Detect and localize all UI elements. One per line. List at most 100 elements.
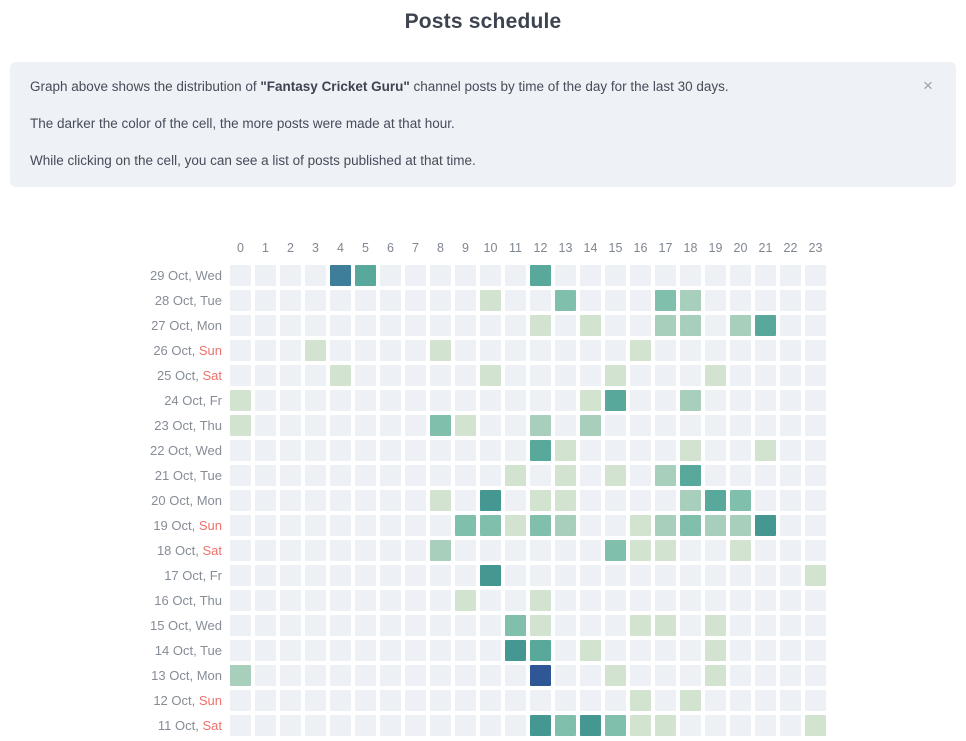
heatmap-cell[interactable]: [430, 365, 451, 386]
heatmap-cell[interactable]: [655, 315, 676, 336]
heatmap-cell[interactable]: [605, 390, 626, 411]
heatmap-cell[interactable]: [305, 415, 326, 436]
heatmap-cell[interactable]: [680, 615, 701, 636]
heatmap-cell[interactable]: [680, 590, 701, 611]
heatmap-cell[interactable]: [605, 690, 626, 711]
heatmap-cell[interactable]: [580, 515, 601, 536]
heatmap-cell[interactable]: [705, 715, 726, 736]
heatmap-cell[interactable]: [705, 440, 726, 461]
heatmap-cell[interactable]: [455, 590, 476, 611]
heatmap-cell[interactable]: [230, 390, 251, 411]
heatmap-cell[interactable]: [755, 715, 776, 736]
heatmap-cell[interactable]: [405, 565, 426, 586]
heatmap-cell[interactable]: [455, 290, 476, 311]
heatmap-cell[interactable]: [530, 590, 551, 611]
heatmap-cell[interactable]: [330, 340, 351, 361]
heatmap-cell[interactable]: [805, 715, 826, 736]
heatmap-cell[interactable]: [630, 390, 651, 411]
heatmap-cell[interactable]: [455, 515, 476, 536]
heatmap-cell[interactable]: [680, 515, 701, 536]
heatmap-cell[interactable]: [255, 440, 276, 461]
heatmap-cell[interactable]: [455, 615, 476, 636]
heatmap-cell[interactable]: [355, 515, 376, 536]
heatmap-cell[interactable]: [555, 690, 576, 711]
heatmap-cell[interactable]: [780, 340, 801, 361]
heatmap-cell[interactable]: [580, 715, 601, 736]
heatmap-cell[interactable]: [630, 315, 651, 336]
heatmap-cell[interactable]: [655, 515, 676, 536]
heatmap-cell[interactable]: [255, 715, 276, 736]
heatmap-cell[interactable]: [230, 490, 251, 511]
heatmap-cell[interactable]: [305, 690, 326, 711]
heatmap-cell[interactable]: [605, 315, 626, 336]
heatmap-cell[interactable]: [305, 590, 326, 611]
heatmap-cell[interactable]: [755, 290, 776, 311]
heatmap-cell[interactable]: [605, 465, 626, 486]
heatmap-cell[interactable]: [355, 640, 376, 661]
heatmap-cell[interactable]: [505, 265, 526, 286]
heatmap-cell[interactable]: [480, 390, 501, 411]
heatmap-cell[interactable]: [655, 415, 676, 436]
heatmap-cell[interactable]: [305, 290, 326, 311]
heatmap-cell[interactable]: [780, 440, 801, 461]
heatmap-cell[interactable]: [605, 490, 626, 511]
heatmap-cell[interactable]: [555, 265, 576, 286]
heatmap-cell[interactable]: [330, 615, 351, 636]
heatmap-cell[interactable]: [380, 715, 401, 736]
heatmap-cell[interactable]: [805, 415, 826, 436]
heatmap-cell[interactable]: [405, 265, 426, 286]
heatmap-cell[interactable]: [380, 290, 401, 311]
heatmap-cell[interactable]: [680, 265, 701, 286]
heatmap-cell[interactable]: [280, 290, 301, 311]
heatmap-cell[interactable]: [580, 440, 601, 461]
heatmap-cell[interactable]: [230, 290, 251, 311]
heatmap-cell[interactable]: [305, 565, 326, 586]
heatmap-cell[interactable]: [730, 265, 751, 286]
heatmap-cell[interactable]: [355, 265, 376, 286]
heatmap-cell[interactable]: [405, 715, 426, 736]
heatmap-cell[interactable]: [430, 340, 451, 361]
heatmap-cell[interactable]: [305, 540, 326, 561]
heatmap-cell[interactable]: [530, 690, 551, 711]
heatmap-cell[interactable]: [555, 615, 576, 636]
heatmap-cell[interactable]: [605, 540, 626, 561]
heatmap-cell[interactable]: [305, 465, 326, 486]
heatmap-cell[interactable]: [605, 615, 626, 636]
heatmap-cell[interactable]: [330, 715, 351, 736]
heatmap-cell[interactable]: [380, 440, 401, 461]
heatmap-cell[interactable]: [605, 365, 626, 386]
heatmap-cell[interactable]: [705, 540, 726, 561]
heatmap-cell[interactable]: [780, 415, 801, 436]
heatmap-cell[interactable]: [430, 265, 451, 286]
heatmap-cell[interactable]: [280, 465, 301, 486]
heatmap-cell[interactable]: [430, 540, 451, 561]
heatmap-cell[interactable]: [405, 640, 426, 661]
heatmap-cell[interactable]: [730, 615, 751, 636]
heatmap-cell[interactable]: [780, 315, 801, 336]
heatmap-cell[interactable]: [605, 515, 626, 536]
heatmap-cell[interactable]: [705, 565, 726, 586]
heatmap-cell[interactable]: [555, 540, 576, 561]
heatmap-cell[interactable]: [355, 615, 376, 636]
heatmap-cell[interactable]: [730, 715, 751, 736]
heatmap-cell[interactable]: [655, 565, 676, 586]
heatmap-cell[interactable]: [255, 640, 276, 661]
heatmap-cell[interactable]: [405, 465, 426, 486]
heatmap-cell[interactable]: [255, 365, 276, 386]
heatmap-cell[interactable]: [630, 540, 651, 561]
heatmap-cell[interactable]: [380, 590, 401, 611]
heatmap-cell[interactable]: [705, 340, 726, 361]
heatmap-cell[interactable]: [780, 390, 801, 411]
heatmap-cell[interactable]: [230, 565, 251, 586]
heatmap-cell[interactable]: [380, 465, 401, 486]
heatmap-cell[interactable]: [680, 540, 701, 561]
heatmap-cell[interactable]: [480, 315, 501, 336]
heatmap-cell[interactable]: [630, 590, 651, 611]
heatmap-cell[interactable]: [805, 390, 826, 411]
heatmap-cell[interactable]: [230, 615, 251, 636]
heatmap-cell[interactable]: [605, 590, 626, 611]
heatmap-cell[interactable]: [430, 665, 451, 686]
heatmap-cell[interactable]: [580, 590, 601, 611]
heatmap-cell[interactable]: [655, 640, 676, 661]
heatmap-cell[interactable]: [480, 465, 501, 486]
